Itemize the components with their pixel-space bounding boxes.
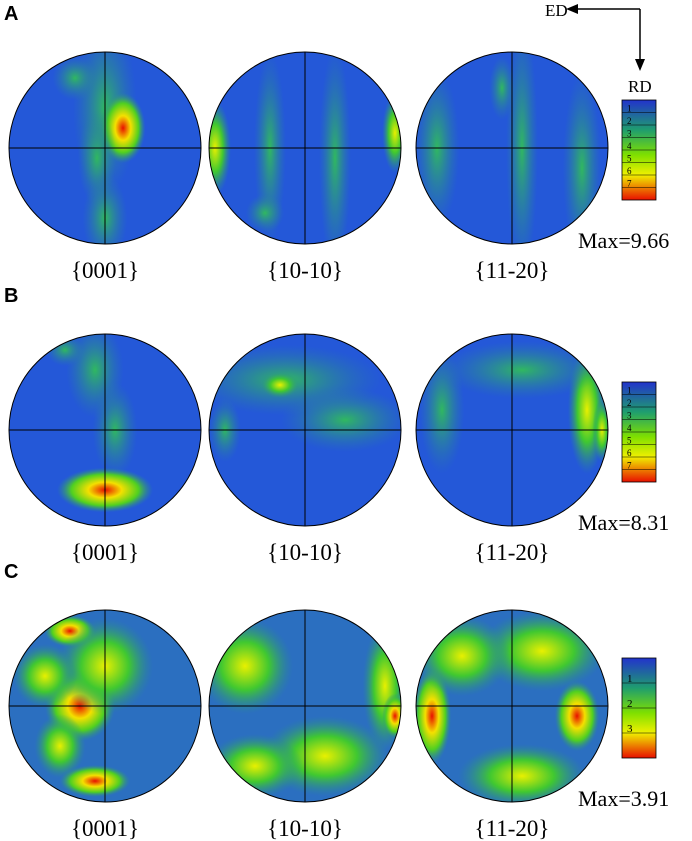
figure-label: {0001} <box>71 816 139 841</box>
figure-label: {0001} <box>71 258 139 283</box>
colorbar-tick-label: 2 <box>627 116 632 126</box>
colorbar-tick-label: 7 <box>627 461 632 471</box>
max-label: Max=8.31 <box>578 510 669 535</box>
intensity-region <box>382 93 401 173</box>
intensity-region <box>489 56 515 120</box>
colorbar-tick-label: 1 <box>627 386 632 396</box>
figure-label: {11-20} <box>475 258 550 283</box>
intensity-region <box>59 765 131 797</box>
intensity-region <box>209 618 293 714</box>
colorbar-tick-label: 2 <box>627 398 632 408</box>
pole-figure <box>209 52 401 244</box>
intensity-region <box>13 644 77 708</box>
figure-label: {10-10} <box>267 816 343 841</box>
colorbar-tick-label: 3 <box>627 723 633 735</box>
rd-label: RD <box>628 77 652 96</box>
pole-figure <box>9 52 201 244</box>
colorbar-tick-label: 1 <box>627 104 632 114</box>
colorbar-tick-label: 4 <box>627 141 632 151</box>
panel-label: C <box>4 561 18 583</box>
intensity-region <box>319 52 351 244</box>
intensity-region <box>458 744 586 802</box>
intensity-region <box>34 714 86 778</box>
colorbar-tick-label: 3 <box>627 129 632 139</box>
colorbar-tick-label: 5 <box>627 154 632 164</box>
figure-label: {0001} <box>71 540 139 565</box>
panel: B {0001} {10-10} {11-20} 1 2 3 4 5 6 7 Max=8.31 <box>4 285 669 565</box>
max-label: Max=3.91 <box>578 786 669 811</box>
figure-label: {11-20} <box>475 540 550 565</box>
colorbar-tick-label: 2 <box>627 698 633 710</box>
figure-label: {10-10} <box>267 258 343 283</box>
panel-label: A <box>4 3 18 25</box>
intensity-region <box>442 341 602 399</box>
figure-label: {10-10} <box>267 540 343 565</box>
axis-key: ED RD <box>545 1 652 96</box>
colorbar-tick-label: 7 <box>627 179 632 189</box>
panel-label: B <box>4 285 18 307</box>
intensity-region <box>382 693 401 739</box>
figure-label: {11-20} <box>475 816 550 841</box>
intensity-region <box>52 55 98 101</box>
intensity-region <box>554 680 600 752</box>
colorbar-tick-label: 3 <box>627 411 632 421</box>
colorbar-tick-label: 4 <box>627 423 632 433</box>
panel: A {0001} {10-10} {11-20} 1 2 3 4 5 6 7 Max=9.66 <box>4 3 669 283</box>
panel: C {0001} {10-10} {11-20} 1 2 3 Max=3.91 <box>4 561 669 841</box>
colorbar-tick-label: 6 <box>627 448 632 458</box>
colorbar-tick-label: 6 <box>627 166 632 176</box>
intensity-region <box>245 193 285 233</box>
intensity-region <box>281 388 401 452</box>
max-label: Max=9.66 <box>578 228 669 253</box>
intensity-region <box>416 616 510 696</box>
ed-label: ED <box>545 1 568 20</box>
colorbar-tick-label: 1 <box>627 673 633 685</box>
colorbar-tick-label: 5 <box>627 436 632 446</box>
intensity-region <box>260 372 300 398</box>
